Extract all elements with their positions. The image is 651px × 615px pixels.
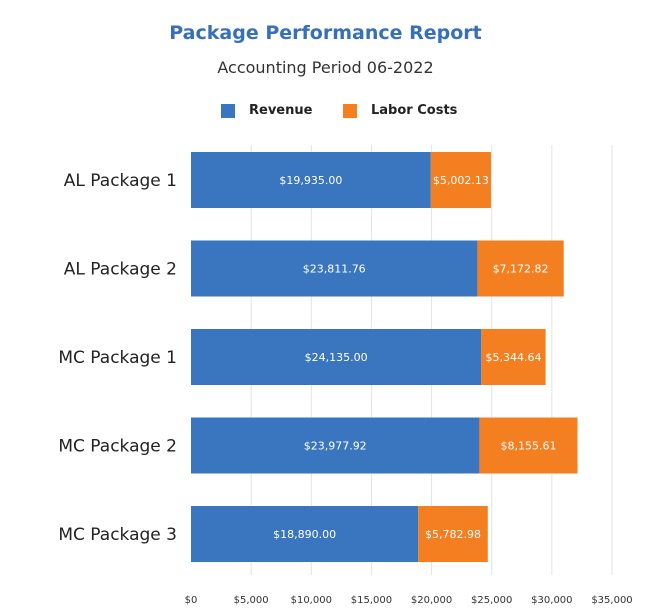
legend-label-revenue: Revenue	[249, 103, 313, 118]
data-label-revenue-4: $23,977.92	[304, 440, 367, 453]
x-tick-label-5: $25,000	[471, 595, 512, 606]
data-label-revenue-2: $23,811.76	[303, 263, 366, 276]
bar-labor-costs-4	[479, 417, 578, 474]
category-label-1: AL Package 1	[64, 171, 177, 191]
legend-item-labor-costs: Labor Costs	[343, 103, 457, 118]
data-label-labor-costs-5: $5,782.98	[425, 528, 481, 541]
bar-revenue-2	[191, 240, 478, 297]
legend-swatch-revenue	[221, 103, 235, 118]
bar-labor-costs-2	[477, 240, 564, 297]
chart-title: Package Performance Report	[169, 22, 482, 44]
data-label-labor-costs-4: $8,155.61	[500, 440, 556, 453]
data-label-revenue-3: $24,135.00	[305, 351, 368, 364]
data-label-labor-costs-1: $5,002.13	[433, 174, 489, 187]
bar-revenue-4	[191, 417, 480, 474]
bar-revenue-3	[191, 329, 482, 385]
legend-swatch-labor-costs	[343, 103, 357, 118]
x-tick-label-6: $30,000	[531, 595, 572, 606]
category-label-3: MC Package 1	[58, 348, 177, 368]
x-tick-label-0: $0	[185, 595, 198, 606]
legend: Revenue Labor Costs	[0, 103, 651, 123]
bar-labor-costs-3	[481, 329, 546, 385]
bar-revenue-1	[191, 152, 431, 208]
legend-label-labor-costs: Labor Costs	[371, 103, 458, 118]
category-label-4: MC Package 2	[58, 437, 177, 457]
category-label-2: AL Package 2	[64, 260, 177, 280]
chart-subtitle: Accounting Period 06-2022	[217, 58, 434, 77]
x-tick-label-7: $35,000	[591, 595, 632, 606]
legend-item-revenue: Revenue	[221, 103, 312, 118]
x-tick-label-1: $5,000	[234, 595, 269, 606]
category-label-5: MC Package 3	[58, 525, 177, 545]
data-label-revenue-5: $18,890.00	[273, 528, 336, 541]
data-label-labor-costs-3: $5,344.64	[485, 351, 541, 364]
x-tick-label-3: $15,000	[351, 595, 392, 606]
bar-revenue-5	[191, 506, 419, 562]
data-label-revenue-1: $19,935.00	[279, 174, 342, 187]
x-tick-label-2: $10,000	[291, 595, 332, 606]
data-label-labor-costs-2: $7,172.82	[493, 263, 549, 276]
bar-labor-costs-5	[418, 506, 488, 562]
bar-labor-costs-1	[430, 152, 491, 208]
x-tick-label-4: $20,000	[411, 595, 452, 606]
